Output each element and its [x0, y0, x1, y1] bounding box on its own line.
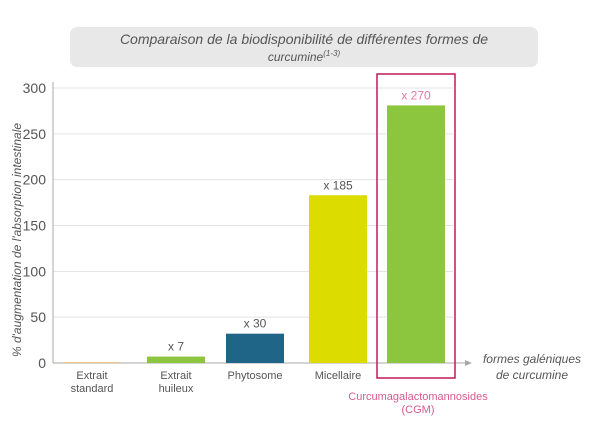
- x-axis-arrow: [465, 360, 472, 366]
- chart-title-box: Comparaison de la biodisponibilité de di…: [70, 27, 538, 67]
- y-tick-label: 50: [30, 309, 46, 325]
- chart-title-reference: (1-3): [323, 49, 341, 58]
- bar: [63, 362, 121, 364]
- y-tick-label: 250: [23, 126, 47, 142]
- chart-title-curcumine: curcumine: [267, 50, 324, 64]
- data-label: x 185: [323, 178, 353, 192]
- y-tick-label: 200: [23, 172, 47, 188]
- data-label: x 30: [244, 317, 267, 331]
- x-axis-title: de curcumine: [496, 368, 568, 382]
- y-tick-label: 0: [38, 355, 46, 371]
- highlight-label: (CGM): [402, 404, 435, 416]
- chart-title-line2: curcumine(1-3): [70, 49, 538, 64]
- data-label: x 7: [168, 340, 184, 354]
- x-axis-title: formes galéniques: [483, 352, 581, 366]
- x-tick-label: Extrait: [76, 370, 107, 382]
- y-axis-title: % d'augmentation de l'absorption intesti…: [10, 123, 24, 357]
- y-tick-label: 150: [23, 218, 47, 234]
- bar: [309, 195, 367, 363]
- bar: [387, 105, 445, 364]
- highlight-frame: [376, 73, 456, 379]
- data-label: x 270: [401, 88, 431, 102]
- highlight-label: Curcumagalactomannosides: [348, 391, 488, 403]
- x-tick-label: Phytosome: [227, 370, 282, 382]
- chart-title: Comparaison de la biodisponibilité de di…: [119, 31, 489, 47]
- x-tick-label: standard: [71, 383, 114, 395]
- y-tick-label: 100: [23, 263, 47, 279]
- bar: [226, 333, 284, 363]
- x-tick-label: Extrait: [160, 370, 191, 382]
- y-tick-label: 300: [23, 80, 47, 96]
- bar: [147, 356, 205, 363]
- x-tick-label: huileux: [159, 383, 194, 395]
- x-tick-label: Micellaire: [315, 370, 361, 382]
